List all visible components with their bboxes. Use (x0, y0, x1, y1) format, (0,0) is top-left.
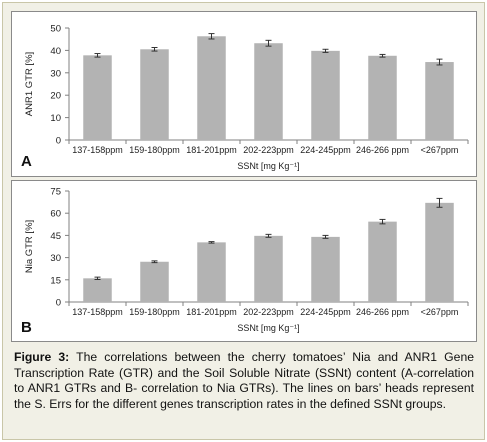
chart-a-y-tick-label: 50 (50, 24, 61, 35)
chart-b-y-tick-label: 15 (50, 275, 61, 286)
chart-b-y-tick-label: 75 (50, 187, 61, 198)
chart-b-bar (140, 261, 169, 302)
chart-b-y-axis-label: Nia GTR [%] (24, 220, 35, 273)
chart-b-x-axis-label: SSNt [mg Kg⁻¹] (237, 323, 299, 333)
figure-caption: Figure 3: The correlations between the c… (14, 350, 474, 412)
chart-b-x-tick-label: 137-158ppm (72, 307, 123, 317)
chart-a-x-tick-label: 181-201ppm (186, 145, 237, 155)
chart-b-bar (254, 235, 283, 302)
chart-a-bar (197, 36, 226, 140)
chart-b-bar (311, 236, 340, 302)
chart-b-x-tick-label: 159-180ppm (129, 307, 180, 317)
caption-text: The correlations between the cherry toma… (14, 350, 474, 411)
chart-a-y-axis-label: ANR1 GTR [%] (24, 52, 35, 116)
chart-b-panel-letter: B (21, 319, 32, 336)
chart-b-y-tick-label: 60 (50, 209, 61, 220)
chart-a-x-tick-label: 137-158ppm (72, 145, 123, 155)
chart-panel-b: 0 15 30 45 60 75 137-158ppm 159-180ppm 181-201pp… (11, 180, 477, 342)
chart-a-x-tick-label: <267ppm (421, 145, 459, 155)
chart-a-x-tick-label: 224-245ppm (300, 145, 351, 155)
chart-a-bar (83, 55, 112, 140)
chart-a-y-tick-label: 30 (50, 68, 61, 79)
chart-a-y-tick-label: 40 (50, 46, 61, 57)
chart-b-y-tick-label: 45 (50, 231, 61, 242)
chart-a-y-tick-label: 10 (50, 113, 61, 124)
chart-a-bar (368, 55, 397, 140)
chart-b-bar (368, 221, 397, 302)
chart-b-y-tick-label: 30 (50, 253, 61, 264)
chart-b-x-tick-label: 181-201ppm (186, 307, 237, 317)
chart-b-bar (197, 242, 226, 302)
chart-a-bar (254, 43, 283, 140)
chart-a-bar (425, 62, 454, 140)
chart-b-bar (425, 202, 454, 302)
chart-b-x-tick-label: 224-245ppm (300, 307, 351, 317)
chart-b-y-tick-label: 0 (56, 298, 61, 309)
chart-a-x-tick-label: 246-266 ppm (356, 145, 409, 155)
chart-b-bar (83, 278, 112, 302)
chart-b-x-tick-label: 246-266 ppm (356, 307, 409, 317)
chart-b-x-tick-label: 202-223ppm (243, 307, 294, 317)
chart-a-bar (311, 50, 340, 140)
caption-label: Figure 3: (14, 350, 70, 364)
chart-a-y-tick-label: 0 (56, 136, 61, 147)
chart-b-svg: 0 15 30 45 60 75 137-158ppm 159-180ppm 181-201pp… (21, 187, 469, 336)
chart-a-y-tick-label: 20 (50, 91, 61, 102)
chart-a-x-tick-label: 202-223ppm (243, 145, 294, 155)
chart-a-panel-letter: A (21, 153, 32, 170)
chart-a-x-axis-label: SSNt [mg Kg⁻¹] (237, 161, 299, 171)
chart-panel-a: 0 10 20 30 40 50 137-158ppm 159-180ppm 181-201pp… (11, 11, 477, 177)
chart-a-svg: 0 10 20 30 40 50 137-158ppm 159-180ppm 181-201pp… (21, 24, 469, 171)
chart-a-bar (140, 49, 169, 140)
chart-a-x-tick-label: 159-180ppm (129, 145, 180, 155)
chart-b-x-tick-label: <267ppm (421, 307, 459, 317)
